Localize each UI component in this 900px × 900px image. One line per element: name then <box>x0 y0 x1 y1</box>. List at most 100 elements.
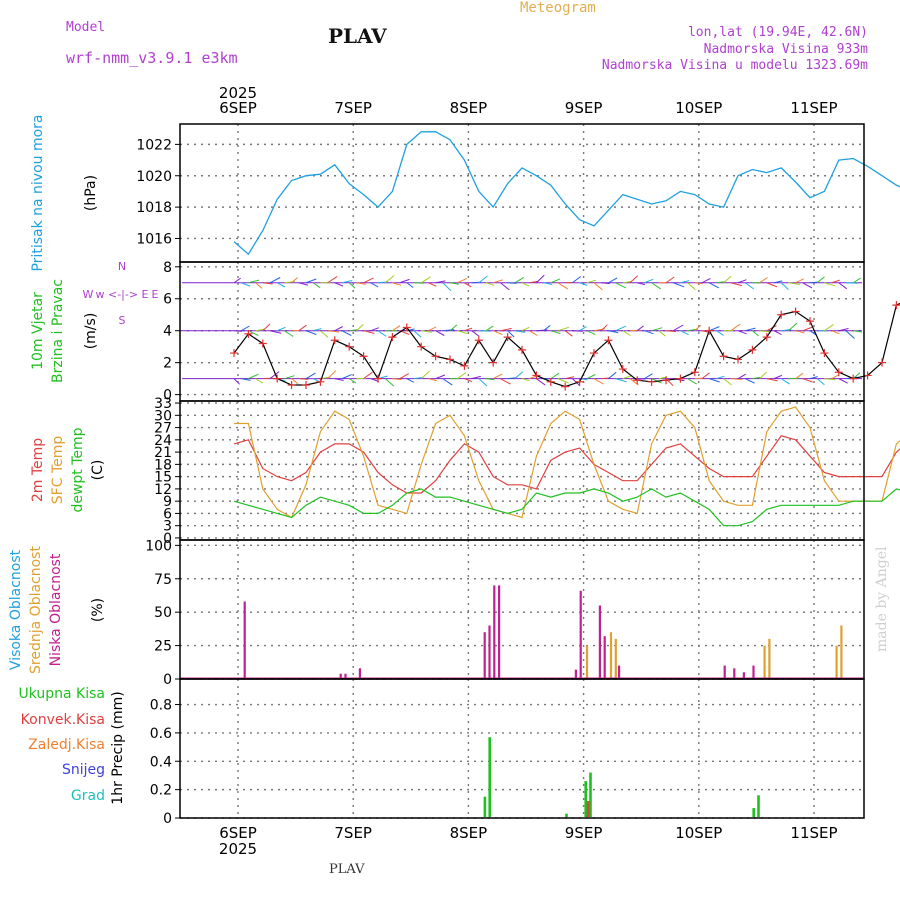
wind-arrow <box>636 325 644 332</box>
wind-arrow <box>615 325 627 332</box>
wind-arrow <box>737 279 747 284</box>
wind-arrow <box>233 378 241 385</box>
cloud-high-legend: Visoka Oblacnost <box>8 549 24 670</box>
model-label: Model <box>66 20 106 35</box>
wind-arrow <box>615 378 627 383</box>
cloud-low-bar <box>483 632 486 678</box>
precip-total-legend: Ukupna Kisa <box>18 686 105 702</box>
wind-arrow <box>298 378 309 380</box>
precip-total-bar <box>483 796 487 817</box>
wind-arrow <box>421 330 433 333</box>
wind-arrow <box>305 330 317 335</box>
wind-arrow <box>608 371 617 380</box>
wind-arrow <box>759 371 767 379</box>
wind-arrow <box>550 330 561 335</box>
wind-speed-marker <box>302 381 310 390</box>
wind-speed-marker <box>518 345 526 354</box>
precip-total-bar <box>584 781 587 817</box>
y-tick-label: 30 <box>154 408 172 424</box>
wind-arrow <box>269 371 280 380</box>
y-tick-label: 0.6 <box>150 726 172 742</box>
tdew-legend: dewpt Temp <box>70 427 86 512</box>
y-tick-label: 1016 <box>136 231 172 247</box>
wind-arrow <box>406 328 415 332</box>
wind-speed-marker <box>662 376 670 385</box>
wind-speed-marker <box>230 349 238 358</box>
day-label-bottom: 11SEP <box>790 824 837 842</box>
wind-arrow <box>737 373 747 380</box>
cloud-low-bar <box>498 585 501 678</box>
wind-arrow <box>687 282 696 291</box>
wind-arrow <box>399 278 410 284</box>
wind-arrow <box>543 325 551 332</box>
wind-speed-marker <box>863 371 872 380</box>
wind-speed-marker <box>604 336 613 345</box>
day-label-top: 11SEP <box>790 99 837 117</box>
cloud-low-bar <box>579 590 582 678</box>
wind-speed-marker <box>446 355 454 364</box>
y-tick-label: 2 <box>163 356 172 372</box>
compass-s: S <box>119 314 126 327</box>
y-tick-label: 75 <box>154 572 172 588</box>
wind-subtitle: Brzina i Pravac <box>50 279 66 383</box>
cloud-low-bar <box>752 665 755 678</box>
wind-arrow <box>730 282 743 287</box>
wind-arrow <box>262 323 271 332</box>
wind-arrow <box>334 282 344 287</box>
wind-arrow <box>809 281 819 284</box>
wind-arrow <box>752 330 759 337</box>
wind-arrow <box>651 327 663 332</box>
wind-speed-marker <box>777 310 786 319</box>
wind-arrow <box>528 330 538 336</box>
cloud-low-bar <box>243 601 246 678</box>
wind-speed-marker <box>633 376 642 385</box>
wind-arrow <box>608 330 619 334</box>
cloud-low-legend: Niska Oblacnost <box>48 553 64 666</box>
wind-arrow <box>737 330 747 335</box>
wind-arrow <box>449 324 458 332</box>
wind-arrow <box>392 325 401 332</box>
wind-arrow <box>773 374 783 380</box>
wind-arrow <box>521 326 530 332</box>
wind-arrow <box>687 378 697 385</box>
precip-total-bar <box>752 808 755 817</box>
wind-arrow <box>514 276 525 284</box>
wind-arrow <box>600 324 608 332</box>
y-tick-label: 15 <box>154 470 172 486</box>
wind-arrow <box>492 373 503 380</box>
wind-arrow <box>564 330 573 337</box>
wind-arrow <box>845 330 855 339</box>
wind-arrow <box>363 371 373 380</box>
wind-arrow <box>428 282 437 287</box>
day-label-bottom: 8SEP <box>450 824 488 842</box>
wind-arrow <box>716 375 725 380</box>
wind-arrow <box>572 276 582 284</box>
wind-arrow <box>435 280 446 284</box>
cloud-low-bar <box>742 672 745 678</box>
wind-arrow <box>514 371 524 380</box>
precip-total-bar <box>589 772 592 817</box>
y-tick-label: 1018 <box>136 200 172 216</box>
wind-speed-marker <box>546 377 555 386</box>
wind-arrow <box>507 282 517 284</box>
wind-arrow <box>608 277 618 284</box>
wind-arrow <box>493 279 503 284</box>
cloud-mid-bar <box>835 645 838 678</box>
wind-arrow <box>622 281 632 284</box>
wind-arrow <box>615 282 627 289</box>
wind-arrow <box>672 324 684 332</box>
wind-arrow <box>802 378 813 383</box>
wind-arrow <box>406 282 414 288</box>
cloud-mid-bar <box>763 645 766 678</box>
wind-arrow <box>759 330 770 333</box>
wind-arrow <box>363 277 374 284</box>
y-tick-label: 9 <box>163 494 172 510</box>
y-tick-label: 1020 <box>136 169 172 185</box>
wind-arrow <box>716 281 725 284</box>
wind-arrow <box>420 276 431 284</box>
wind-speed-marker <box>705 326 714 335</box>
precip-total-bar <box>757 795 760 817</box>
wind-arrow <box>809 376 818 380</box>
wind-arrow <box>284 375 295 380</box>
wind-arrow <box>629 275 639 284</box>
